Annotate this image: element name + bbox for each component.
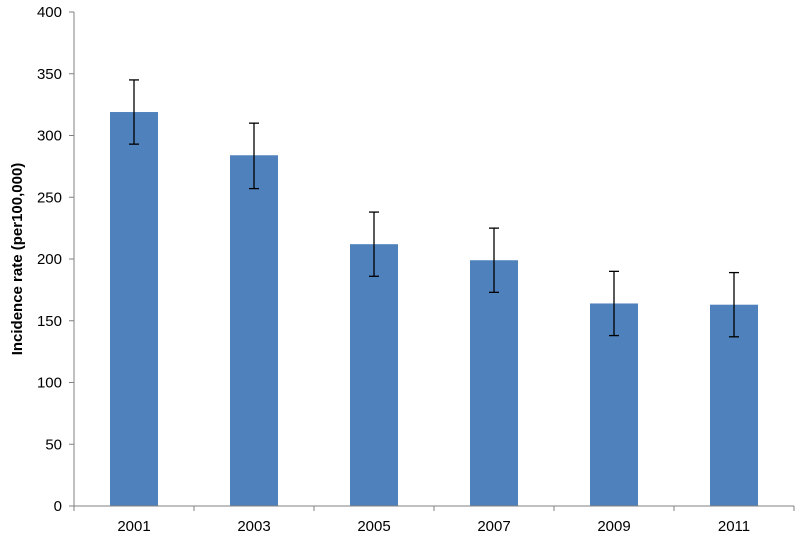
bar-2009 xyxy=(590,303,638,506)
y-tick-label: 350 xyxy=(37,66,62,83)
x-tick-label: 2011 xyxy=(718,518,750,535)
bar-2011 xyxy=(710,304,758,506)
bar-2005 xyxy=(350,244,398,506)
error-bar-2003 xyxy=(249,122,259,190)
y-tick-label: 200 xyxy=(37,251,62,268)
bars-group xyxy=(110,112,758,506)
error-bar-2009 xyxy=(609,270,619,337)
x-tick-label: 2001 xyxy=(117,518,150,535)
y-tick-label: 150 xyxy=(37,313,62,330)
error-bar-2007 xyxy=(489,227,499,293)
error-bars-group xyxy=(129,79,739,338)
axes-group xyxy=(73,12,794,507)
x-tick-label: 2007 xyxy=(477,518,510,535)
x-tick-label: 2009 xyxy=(597,518,630,535)
bar-2007 xyxy=(470,260,518,506)
bar-2001 xyxy=(110,112,158,506)
bar-2003 xyxy=(230,155,278,506)
y-axis-title: Incidence rate (per100,000) xyxy=(9,163,26,356)
x-tick-label: 2005 xyxy=(357,518,390,535)
y-axis-ticks: 0 50 100 150 200 250 300 350 400 xyxy=(37,4,74,515)
error-bar-2011 xyxy=(729,271,739,338)
y-tick-label: 400 xyxy=(37,4,62,21)
error-bar-2005 xyxy=(369,211,379,277)
x-tick-label: 2003 xyxy=(237,518,270,535)
y-tick-label: 250 xyxy=(37,189,62,206)
x-axis-ticks: 2001 2003 2005 2007 2009 2011 xyxy=(73,506,795,535)
y-tick-label: 50 xyxy=(45,436,62,453)
y-tick-label: 100 xyxy=(37,375,62,392)
y-tick-label: 300 xyxy=(37,128,62,145)
error-bar-2001 xyxy=(129,79,139,145)
y-tick-label: 0 xyxy=(54,498,62,515)
